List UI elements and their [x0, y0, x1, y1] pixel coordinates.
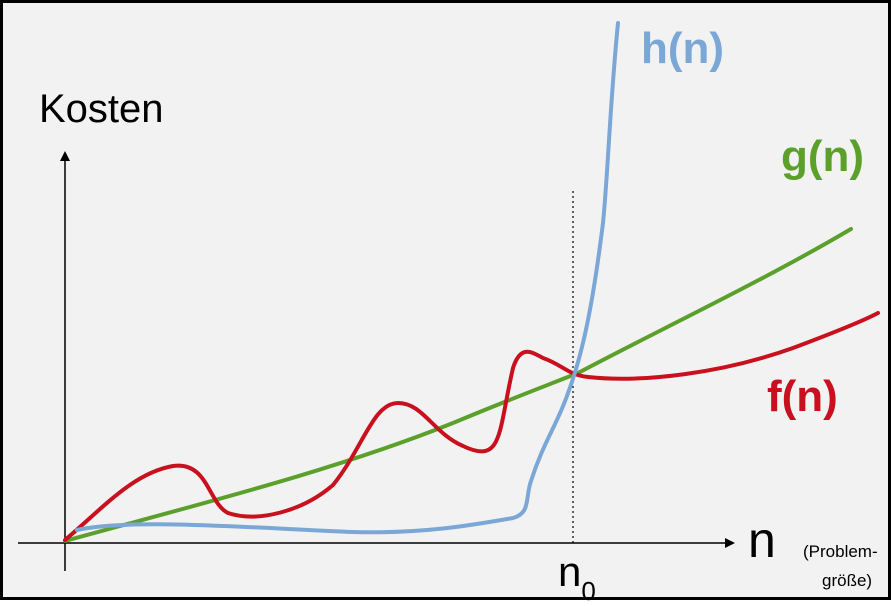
y-axis-label: Kosten — [39, 87, 164, 131]
x-axis-note-line2: größe) — [822, 571, 873, 590]
x-axis-note-line1: (Problem- — [803, 542, 878, 561]
n0-subscript: 0 — [581, 576, 596, 606]
f-curve — [63, 311, 880, 542]
f-label: f(n) — [767, 372, 838, 421]
g-label: g(n) — [781, 132, 865, 181]
x-axis-label: n — [748, 512, 776, 568]
growth-diagram — [18, 21, 880, 571]
h-curve — [75, 21, 620, 535]
n0-main: n — [558, 548, 582, 595]
h-label: h(n) — [641, 24, 725, 73]
g-curve — [63, 227, 853, 543]
n0-label: n0 — [558, 548, 596, 605]
